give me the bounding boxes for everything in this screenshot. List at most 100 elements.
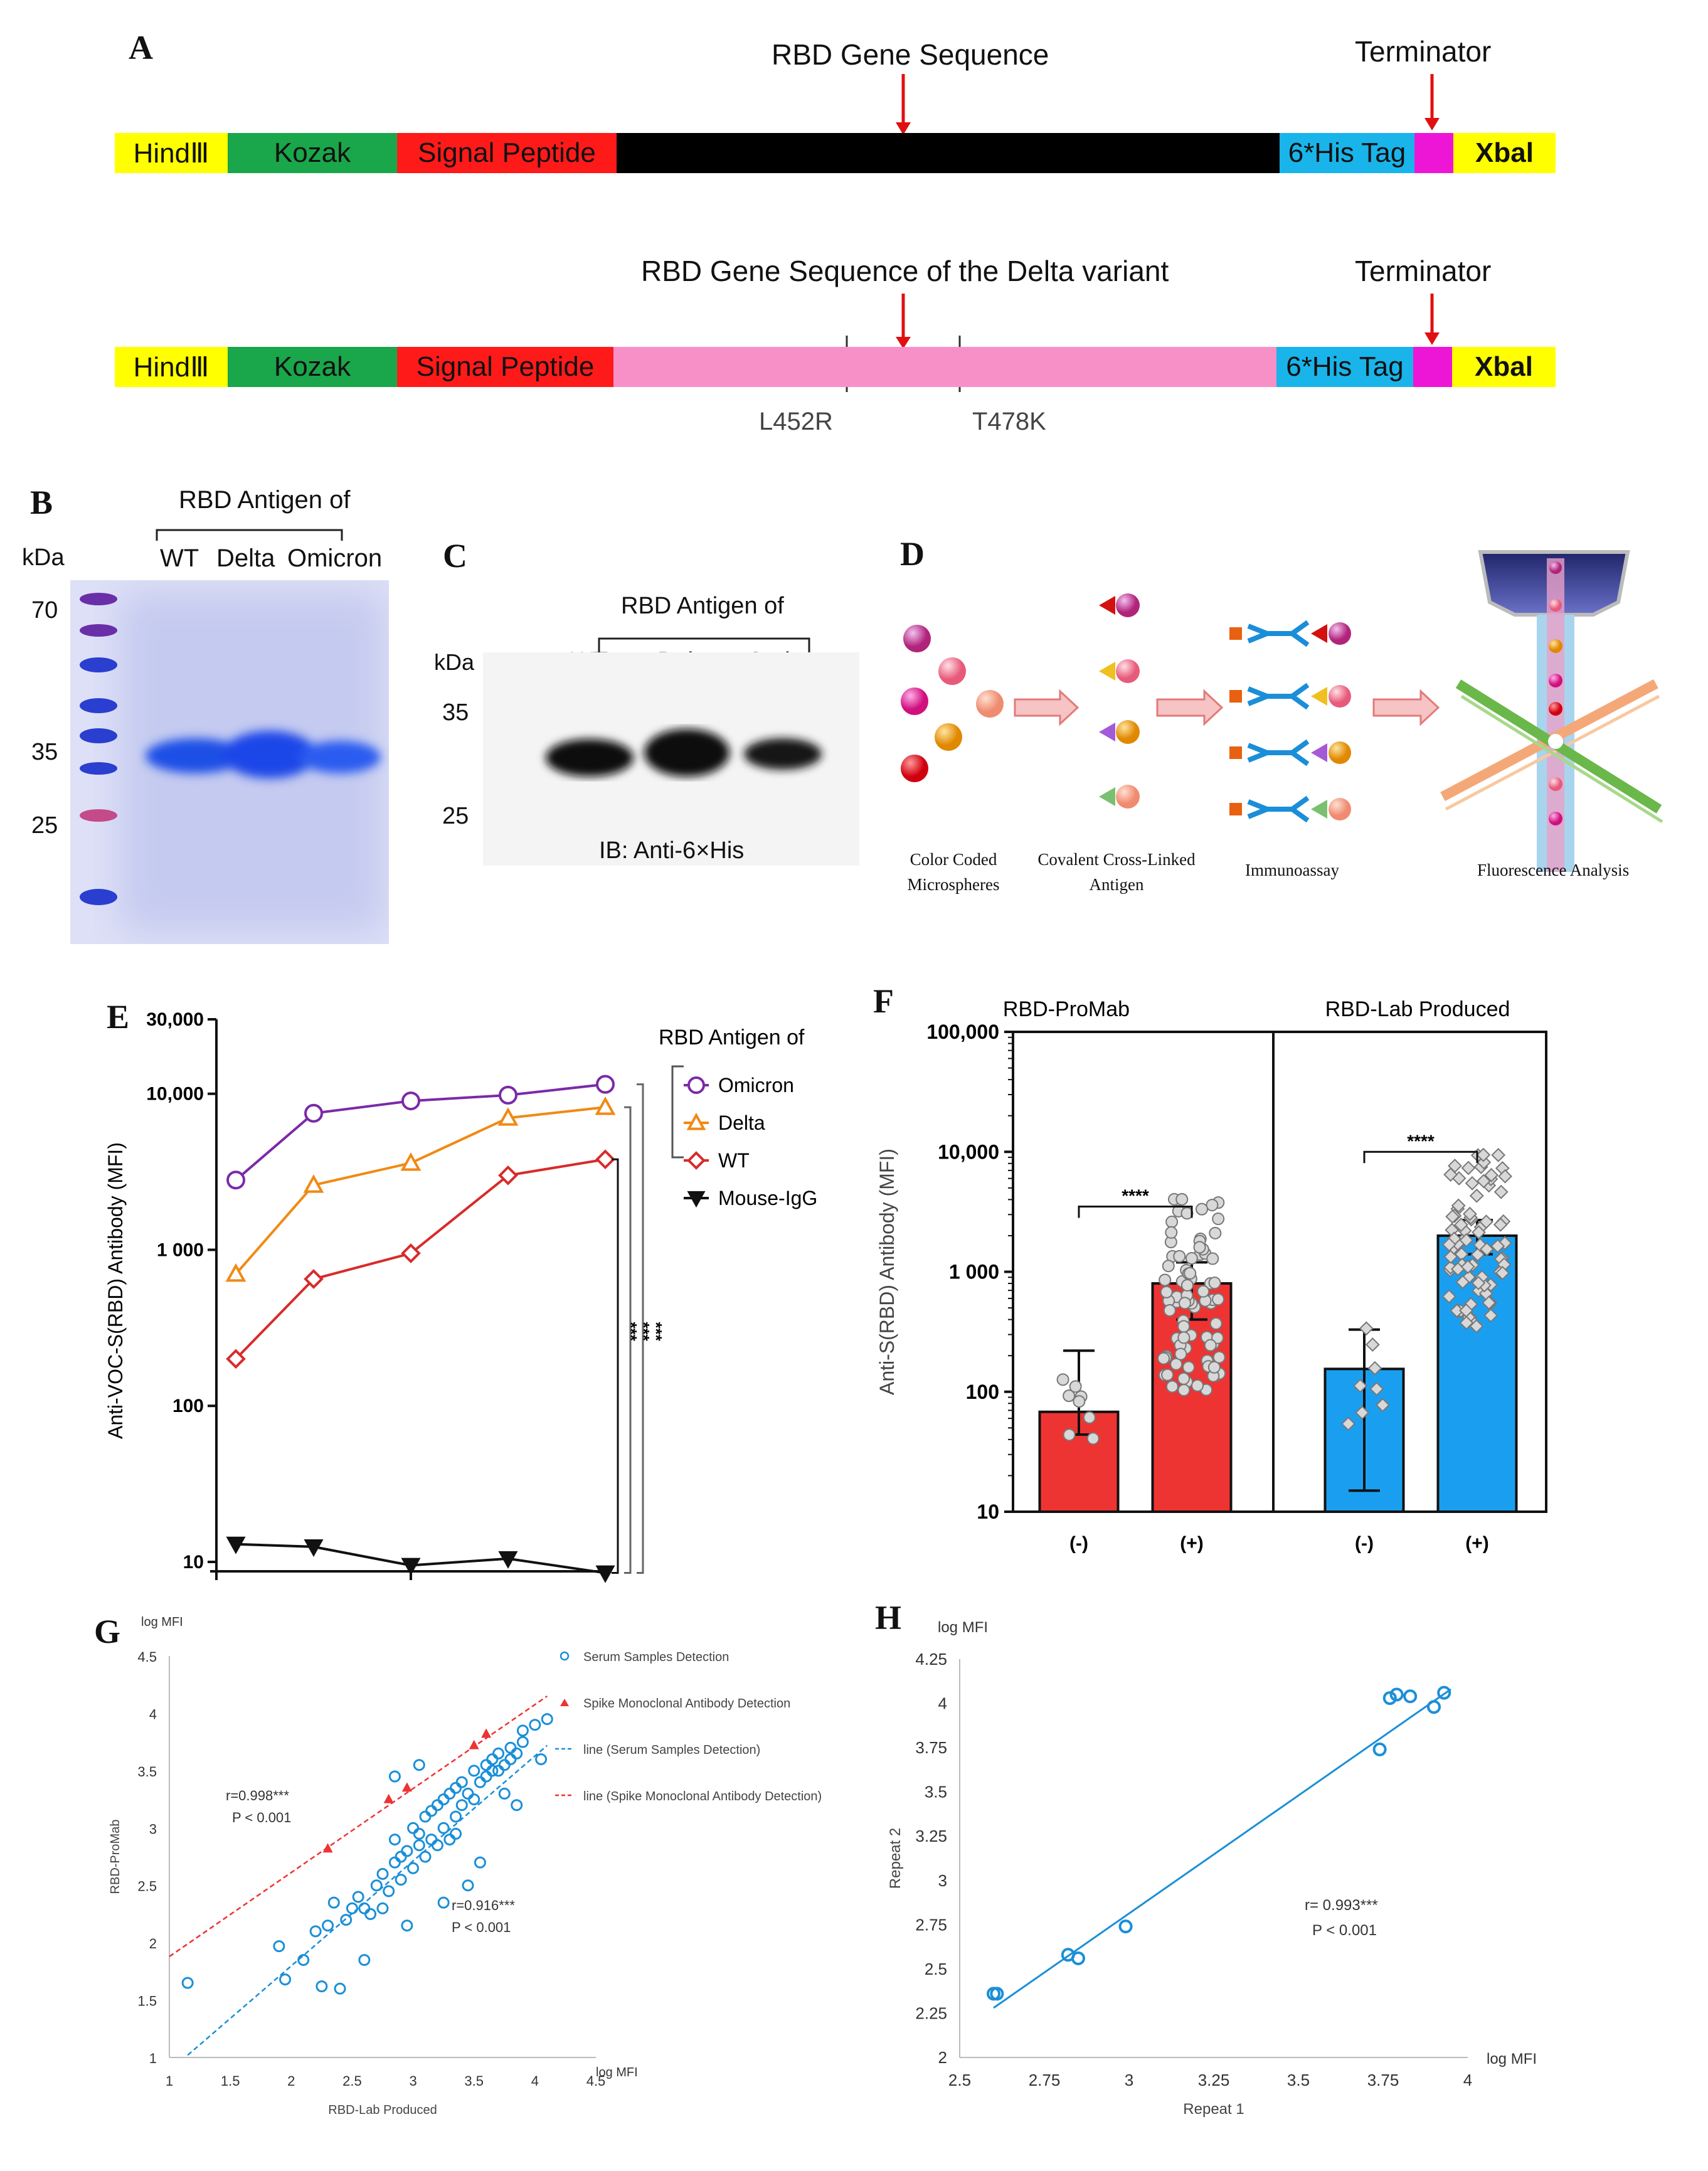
g-serum-point (504, 1753, 517, 1766)
f-point (1083, 1411, 1096, 1424)
f-point (1359, 1321, 1374, 1336)
gel-b-unit: kDa (22, 544, 65, 571)
f-point (1491, 1147, 1506, 1162)
e-legend-marker (687, 1076, 705, 1094)
f-point (1479, 1214, 1493, 1229)
f-point (1177, 1372, 1191, 1385)
f-point (1157, 1352, 1170, 1365)
f-point (1341, 1416, 1355, 1431)
terminator-label-2: Terminator (1355, 255, 1492, 287)
chart-h: 2.5 2.75 3 3.25 3.5 3.75 4 4.25 4 3.75 3.5 3.25 3 2.7… (887, 1619, 1537, 2118)
f-point (1476, 1174, 1491, 1189)
luminex-schematic (901, 550, 1663, 872)
e-point (225, 1263, 247, 1282)
f-point (1165, 1215, 1179, 1228)
step-label-4: Fluorescence Analysis (1477, 861, 1630, 879)
f-point (1204, 1339, 1217, 1352)
g-serum-point (486, 1753, 499, 1766)
e-point (304, 1269, 324, 1289)
g-serum-point (462, 1879, 474, 1892)
g-serum-point (327, 1896, 340, 1909)
g-serum-point (358, 1954, 371, 1967)
e-line-wt (235, 1158, 606, 1360)
f-point (1185, 1252, 1198, 1265)
arrow-3 (1372, 689, 1440, 726)
g-serum-point (383, 1885, 395, 1898)
g-serum-point (468, 1765, 480, 1777)
chart-f: 100,000 10,000 1 000 100 10 Anti-S(RBD) Antib… (876, 997, 1547, 1554)
g-y-tick-label: 4 (149, 1706, 157, 1722)
f-point (1207, 1361, 1221, 1374)
e-y-tick-label: 10 (183, 1552, 204, 1573)
f-point (1365, 1337, 1380, 1352)
g-serum-point (413, 1839, 425, 1852)
e-y-tick-label: 10,000 (146, 1084, 204, 1105)
e-sig-bracket (612, 1158, 619, 1574)
f-point (1063, 1428, 1076, 1441)
e-point (401, 1558, 421, 1576)
gel-b-marker-35: 35 (31, 739, 58, 765)
f-point (1455, 1275, 1470, 1290)
g-serum-point (462, 1787, 474, 1800)
f-point (1453, 1218, 1468, 1232)
f-point (1459, 1233, 1474, 1248)
gene-segment-1 (617, 133, 1280, 173)
f-x-tick-label: (-) (1355, 1533, 1374, 1554)
h-x-tick-label: 2.75 (1029, 2071, 1061, 2089)
f-point (1163, 1303, 1176, 1317)
e-series-mouse-igg (226, 1536, 615, 1583)
hind-segment-2: HindⅢ (115, 347, 228, 387)
blot-c-title: RBD Antigen of (621, 593, 784, 619)
blot-c-marker-25: 25 (442, 803, 469, 829)
g-serum-point (395, 1874, 407, 1886)
e-point (499, 1085, 517, 1105)
g-serum-point (535, 1753, 548, 1766)
g-serum-point (437, 1896, 450, 1909)
g-serum-point (388, 1834, 401, 1846)
f-point (1206, 1252, 1219, 1265)
panel-e-letter: E (107, 998, 130, 1036)
g-serum-point (450, 1781, 462, 1794)
f-point (1208, 1277, 1221, 1290)
blot-c-marker-35: 35 (442, 699, 469, 726)
g-serum-point (492, 1747, 505, 1760)
h-y-label: Repeat 2 (887, 1828, 904, 1889)
h-x-axis-title: log MFI (1487, 2051, 1537, 2067)
f-point (1461, 1160, 1476, 1176)
e-legend-title: RBD Antigen of (659, 1026, 805, 1049)
f-point (1212, 1293, 1225, 1306)
e-point (226, 1170, 245, 1190)
panel-g-letter: G (94, 1613, 121, 1650)
g-x-tick-label: 4.5 (586, 2073, 606, 2089)
f-point (1482, 1295, 1497, 1310)
arrow-2 (1156, 689, 1224, 726)
f-point (1165, 1380, 1179, 1393)
g-spike-point (469, 1739, 479, 1749)
mutation-l452r: L452R (759, 408, 833, 435)
f-point (1441, 1289, 1456, 1304)
f-point (1483, 1308, 1498, 1323)
flow-cell (1440, 550, 1663, 872)
g-y-tick-label: 3.5 (137, 1764, 157, 1780)
f-point (1174, 1347, 1187, 1361)
chart-g: 1 1.5 2 2.5 3 3.5 4 4.5 4.5 4 3.5 3 2.5 2 1.5 1 log MFI l… (109, 1615, 822, 2117)
g-serum-point (431, 1839, 443, 1852)
g-serum-point (309, 1925, 322, 1938)
g-y-tick-label: 1.5 (137, 1993, 157, 2009)
panel-a-letter: A (129, 29, 153, 66)
g-spike-point (383, 1793, 394, 1803)
g-spike-point (481, 1728, 492, 1738)
f-point (1206, 1199, 1219, 1212)
h-point (1437, 1685, 1451, 1700)
f-point (1451, 1198, 1466, 1213)
f-point (1178, 1297, 1191, 1310)
g-serum-series (181, 1713, 553, 1995)
g-serum-point (364, 1908, 377, 1920)
g-serum-point (401, 1845, 413, 1857)
g-serum-point (443, 1787, 456, 1800)
f-point (1209, 1317, 1223, 1330)
g-serum-point (516, 1724, 529, 1737)
e-point (497, 1107, 519, 1126)
h-y-tick-label: 3.5 (925, 1783, 947, 1802)
